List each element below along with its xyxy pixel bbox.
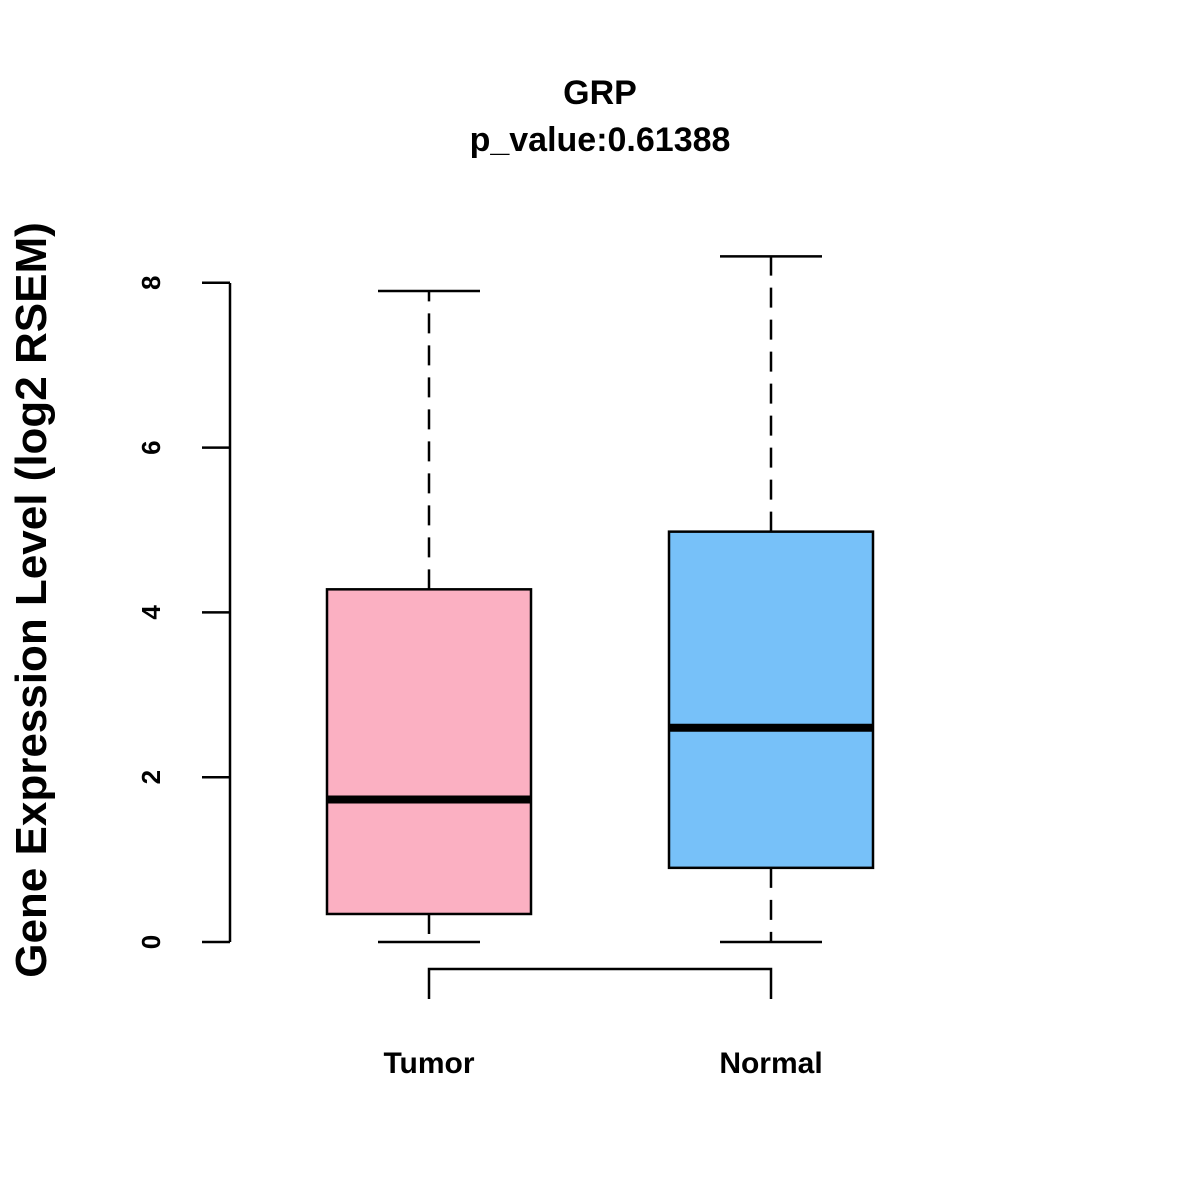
box-tumor bbox=[325, 289, 533, 944]
y-tick-label: 2 bbox=[136, 770, 166, 784]
y-tick-label: 4 bbox=[136, 605, 166, 620]
category-label-tumor: Tumor bbox=[383, 1047, 474, 1080]
comparison-bracket bbox=[427, 967, 773, 999]
y-ticks: 0 2 4 6 8 bbox=[136, 276, 230, 949]
y-tick-label: 8 bbox=[136, 276, 166, 290]
boxes bbox=[325, 255, 875, 944]
y-axis-label: Gene Expression Level (log2 RSEM) bbox=[7, 222, 56, 978]
chart-subtitle: p_value:0.61388 bbox=[470, 121, 731, 159]
category-label-normal: Normal bbox=[719, 1047, 822, 1080]
bracket-line bbox=[427, 967, 773, 999]
y-axis: 0 2 4 6 8 bbox=[136, 276, 232, 949]
chart-title: GRP bbox=[563, 74, 637, 112]
y-tick-label: 6 bbox=[136, 440, 166, 454]
category-labels: Tumor Normal bbox=[383, 1047, 822, 1080]
iqr-box bbox=[667, 530, 875, 870]
box-normal bbox=[667, 255, 875, 944]
iqr-box bbox=[325, 588, 533, 916]
y-tick-label: 0 bbox=[136, 935, 166, 949]
